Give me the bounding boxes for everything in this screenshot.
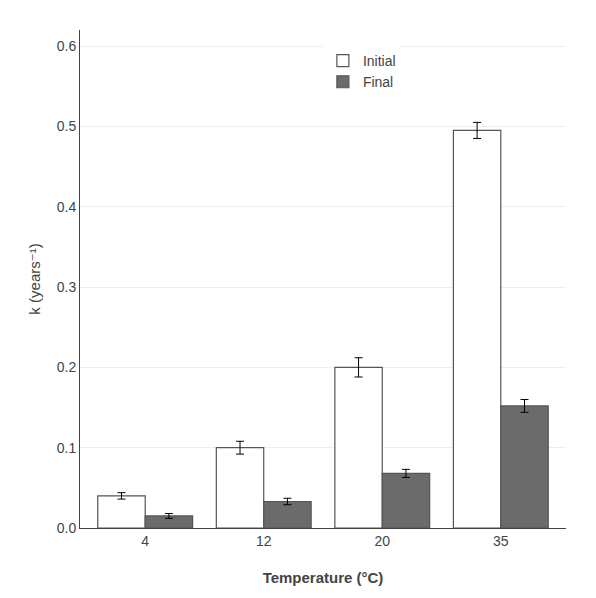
svg-text:12: 12 — [256, 533, 272, 549]
svg-text:4: 4 — [141, 533, 149, 549]
svg-text:0.1: 0.1 — [57, 440, 77, 456]
svg-text:k (years⁻¹): k (years⁻¹) — [26, 243, 43, 314]
svg-text:Temperature (°C): Temperature (°C) — [263, 569, 384, 586]
svg-text:0.2: 0.2 — [57, 359, 77, 375]
svg-text:0.6: 0.6 — [57, 38, 77, 54]
svg-text:Initial: Initial — [363, 53, 396, 69]
svg-text:0.5: 0.5 — [57, 118, 77, 134]
svg-text:0.4: 0.4 — [57, 199, 77, 215]
svg-text:35: 35 — [493, 533, 509, 549]
svg-text:0.0: 0.0 — [57, 520, 77, 536]
svg-text:Final: Final — [363, 74, 393, 90]
svg-text:0.3: 0.3 — [57, 279, 77, 295]
svg-text:20: 20 — [374, 533, 390, 549]
